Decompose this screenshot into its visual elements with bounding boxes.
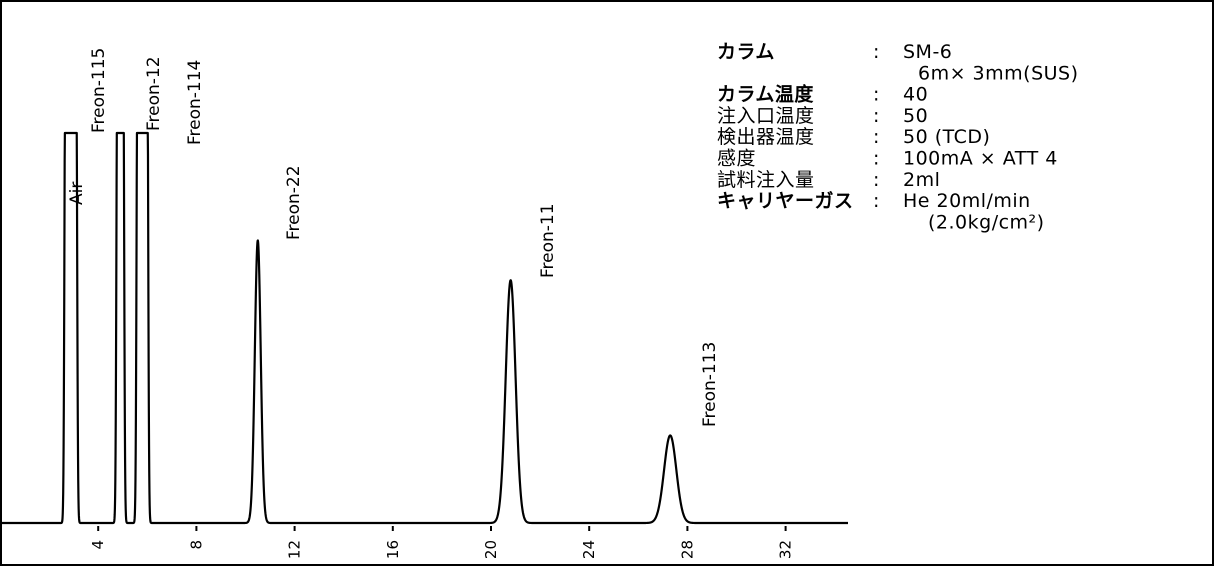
condition-key-4: 検出器温度 xyxy=(717,126,815,148)
peak-label-freon-11: Freon-11 xyxy=(538,203,558,278)
condition-value-8: (2.0kg/cm²) xyxy=(928,211,1045,233)
x-axis-ticks: 4 8 12 16 20 24 28 32 xyxy=(89,526,795,559)
condition-key-6: 試料注入量 xyxy=(717,169,815,191)
condition-sep-4: : xyxy=(873,126,880,148)
chromatogram-trace xyxy=(0,131,849,525)
x-tick-label-20: 20 xyxy=(482,540,500,559)
condition-value-1: 6m× 3mm(SUS) xyxy=(918,62,1079,84)
condition-value-7: He 20ml/min xyxy=(903,190,1031,212)
condition-sep-7: : xyxy=(873,190,880,212)
peak-label-freon-12: Freon-12 xyxy=(144,56,164,131)
condition-key-7: キャリヤーガス xyxy=(717,190,854,212)
peak-label-freon-22: Freon-22 xyxy=(284,165,304,240)
condition-value-4: 50 (TCD) xyxy=(903,126,990,148)
condition-sep-3: : xyxy=(873,105,880,127)
x-tick-label-12: 12 xyxy=(286,540,304,559)
condition-sep-5: : xyxy=(873,148,880,170)
peak-label-air: Air xyxy=(67,182,87,205)
condition-value-2: 40 xyxy=(903,84,928,106)
condition-value-3: 50 xyxy=(903,105,928,127)
condition-value-6: 2ml xyxy=(903,169,940,191)
condition-value-0: SM-6 xyxy=(903,41,952,63)
x-tick-label-4: 4 xyxy=(89,540,107,550)
x-tick-label-8: 8 xyxy=(187,540,205,550)
condition-sep-6: : xyxy=(873,169,880,191)
condition-sep-0: : xyxy=(873,41,880,63)
condition-key-0: カラム xyxy=(717,41,775,63)
peak-label-freon-114: Freon-114 xyxy=(185,60,205,145)
condition-key-5: 感度 xyxy=(717,148,756,170)
condition-key-3: 注入口温度 xyxy=(717,105,815,127)
x-tick-label-28: 28 xyxy=(678,540,696,559)
plot-area xyxy=(0,131,849,525)
x-tick-label-24: 24 xyxy=(580,540,598,559)
peak-labels: Air Freon-115 Freon-12 Freon-114 Freon-22 Fre… xyxy=(67,48,720,427)
peak-label-freon-113: Freon-113 xyxy=(700,342,720,427)
condition-sep-2: : xyxy=(873,84,880,106)
conditions-panel: カラム: SM-66m× 3mm(SUS) カラム温度: 40 注入口温度: 50 検出器温… xyxy=(717,41,1079,233)
condition-value-5: 100mA × ATT 4 xyxy=(903,148,1058,170)
x-tick-label-32: 32 xyxy=(777,540,795,559)
peak-label-freon-115: Freon-115 xyxy=(89,48,109,133)
condition-key-2: カラム温度 xyxy=(717,83,814,106)
x-tick-label-16: 16 xyxy=(384,540,402,559)
